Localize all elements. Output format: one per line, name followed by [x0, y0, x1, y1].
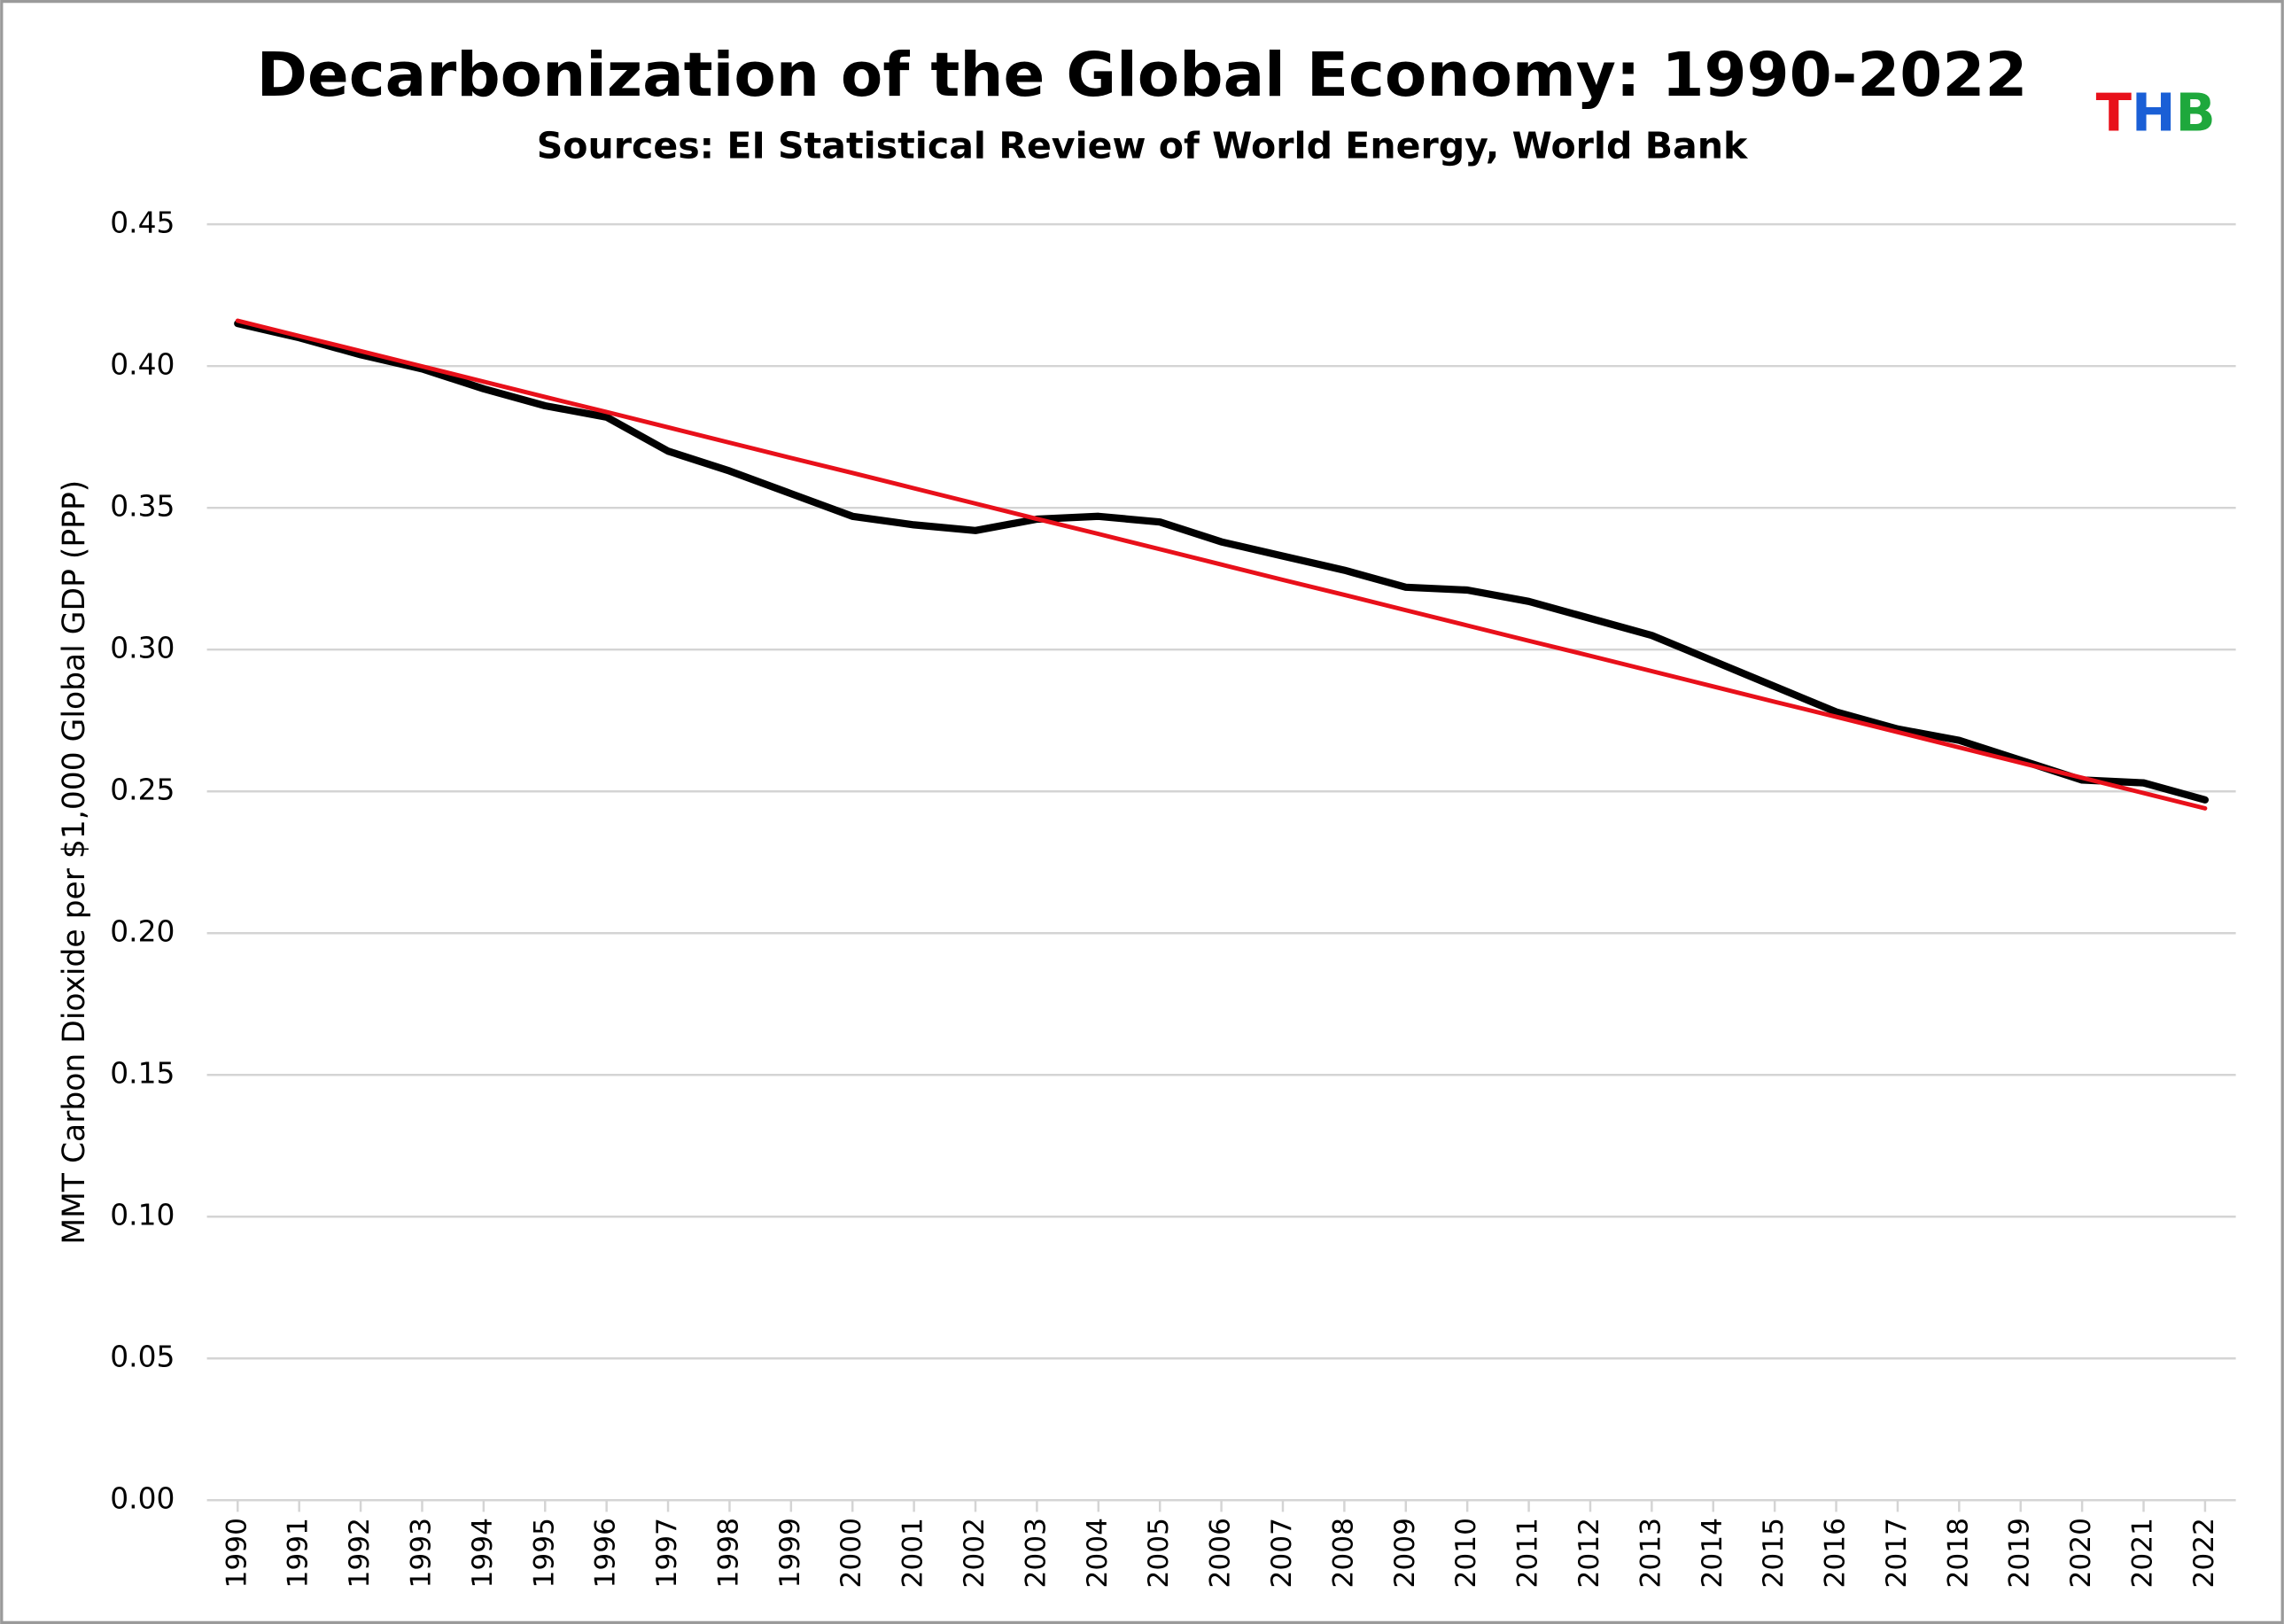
- x-tick-label: 2020: [2065, 1518, 2097, 1588]
- x-tick-label: 1990: [221, 1518, 252, 1588]
- x-tick-label: 2011: [1512, 1518, 1544, 1588]
- x-tick-label: 2006: [1205, 1518, 1237, 1588]
- y-tick-label: 0.10: [110, 1198, 175, 1232]
- x-tick-label: 1997: [651, 1518, 683, 1588]
- y-tick-label: 0.15: [110, 1056, 175, 1091]
- x-tick-label: 2021: [2127, 1518, 2159, 1588]
- x-tick-label: 1991: [283, 1518, 315, 1588]
- x-tick-label: 2010: [1450, 1518, 1482, 1588]
- y-tick-label: 0.05: [110, 1340, 175, 1374]
- x-tick-label: 2005: [1143, 1518, 1175, 1588]
- y-tick-label: 0.30: [110, 631, 175, 665]
- x-tick-label: 2017: [1881, 1518, 1913, 1588]
- x-tick-label: 1998: [712, 1518, 744, 1588]
- y-axis-label: MMT Carbon Dioxide per $1,000 Global GDP…: [57, 480, 92, 1245]
- x-tick-label: 1993: [405, 1518, 437, 1588]
- x-tick-label: 2018: [1942, 1518, 1974, 1588]
- logo-letter: B: [2176, 82, 2216, 144]
- x-tick-label: 2015: [1758, 1518, 1790, 1588]
- x-tick-label: 2008: [1327, 1518, 1359, 1588]
- x-tick-label: 2022: [2188, 1518, 2220, 1588]
- series-line: [235, 318, 2208, 811]
- logo: THB: [2096, 82, 2216, 144]
- chart-subtitle: Sources: EI Statistical Review of World …: [537, 125, 1749, 167]
- x-tick-label: 2009: [1389, 1518, 1421, 1588]
- x-tick-label: 1999: [774, 1518, 806, 1588]
- x-tick-label: 1992: [344, 1518, 376, 1588]
- x-tick-label: 2016: [1820, 1518, 1852, 1588]
- y-tick-label: 0.25: [110, 773, 175, 807]
- logo-letter: H: [2132, 82, 2176, 144]
- y-tick-label: 0.00: [110, 1481, 175, 1516]
- y-tick-label: 0.45: [110, 206, 175, 240]
- x-tick-label: 1994: [467, 1518, 499, 1588]
- x-tick-label: 2007: [1266, 1518, 1298, 1588]
- chart-title: Decarbonization of the Global Economy: 1…: [257, 40, 2028, 111]
- x-tick-label: 1996: [590, 1518, 622, 1588]
- logo-letter: T: [2096, 82, 2133, 144]
- x-tick-label: 2004: [1082, 1518, 1114, 1588]
- y-tick-label: 0.35: [110, 489, 175, 524]
- x-tick-label: 2001: [897, 1518, 929, 1588]
- x-tick-label: 2002: [959, 1518, 991, 1588]
- x-tick-label: 1995: [528, 1518, 560, 1588]
- y-tick-label: 0.40: [110, 347, 175, 382]
- series-line: [234, 320, 2210, 804]
- x-tick-label: 2003: [1020, 1518, 1052, 1588]
- x-tick-label: 2012: [1573, 1518, 1605, 1588]
- x-tick-label: 2019: [2004, 1518, 2036, 1588]
- x-tick-label: 2013: [1635, 1518, 1666, 1588]
- y-tick-label: 0.20: [110, 914, 175, 949]
- x-tick-label: 2000: [835, 1518, 867, 1588]
- x-tick-label: 2014: [1697, 1518, 1729, 1588]
